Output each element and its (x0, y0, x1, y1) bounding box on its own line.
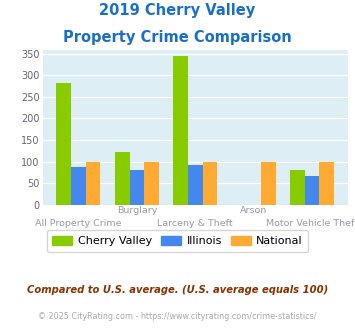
Bar (320, 161, 334, 205)
Text: All Property Crime: All Property Crime (35, 219, 122, 228)
Bar (130, 170, 144, 205)
Bar (115, 152, 130, 205)
Text: Larceny & Theft: Larceny & Theft (157, 219, 233, 228)
Text: Motor Vehicle Theft: Motor Vehicle Theft (266, 219, 355, 228)
Text: 2019 Cherry Valley: 2019 Cherry Valley (99, 3, 256, 18)
Bar (144, 161, 159, 205)
Bar (188, 165, 203, 205)
Text: Compared to U.S. average. (U.S. average equals 100): Compared to U.S. average. (U.S. average … (27, 285, 328, 295)
Bar (305, 176, 320, 205)
Bar (290, 170, 305, 205)
Text: © 2025 CityRating.com - https://www.cityrating.com/crime-statistics/: © 2025 CityRating.com - https://www.city… (38, 312, 317, 321)
Text: Arson: Arson (240, 206, 267, 215)
Bar (86, 161, 100, 205)
Bar (56, 83, 71, 205)
Text: Burglary: Burglary (117, 206, 157, 215)
Legend: Cherry Valley, Illinois, National: Cherry Valley, Illinois, National (47, 230, 308, 252)
Text: Property Crime Comparison: Property Crime Comparison (63, 30, 292, 45)
Bar (173, 56, 188, 205)
Bar (71, 167, 86, 205)
Bar (261, 161, 275, 205)
Bar (203, 161, 217, 205)
